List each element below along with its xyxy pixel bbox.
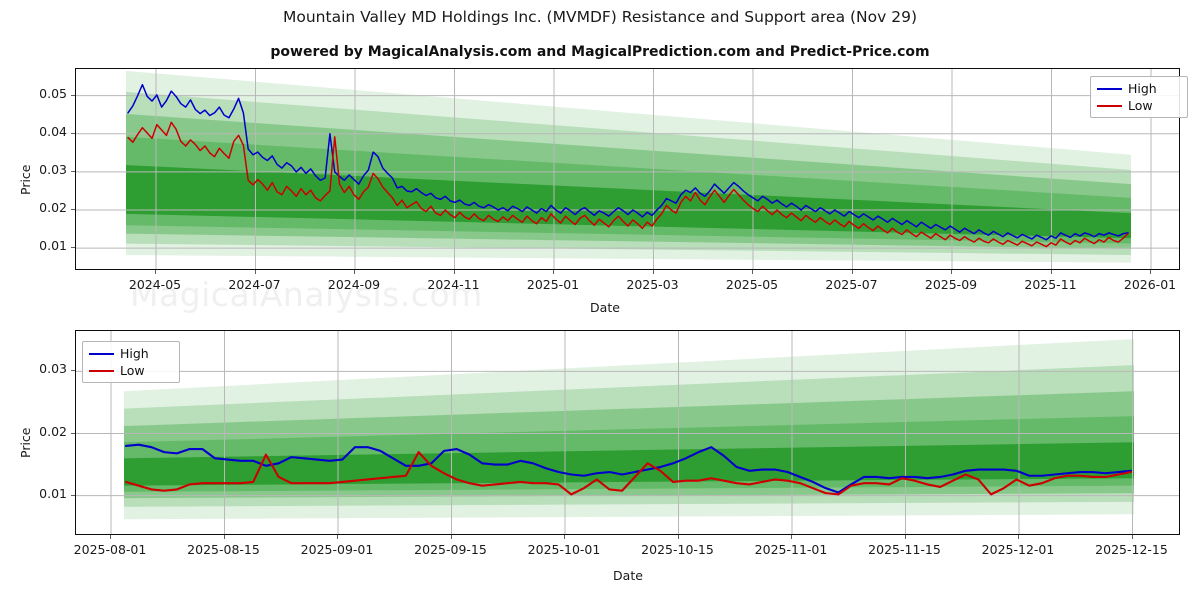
y-axis-tickmark [71,132,75,134]
x-axis-tickmark [1050,270,1052,274]
legend-swatch-high [1097,87,1122,90]
y-axis-tickmark [71,94,75,96]
series-line-low [127,121,1129,248]
page-title: Mountain Valley MD Holdings Inc. (MVMDF)… [283,8,917,26]
x-axis-tickmark [1018,535,1019,539]
legend-entry-low: Low [89,362,173,379]
x-axis-tickmark [851,270,853,274]
y-axis-tick-label: 0.02 [39,200,67,216]
legend-label-low: Low [1128,98,1153,113]
y-axis-tick-label: 0.05 [39,85,67,101]
x-axis-tickmark [904,535,906,539]
x-axis-tick-label: 2025-07 [825,277,878,292]
x-axis-tick-label: 2025-11 [1024,277,1077,292]
x-axis-tickmark [677,535,679,539]
x-axis-tickmark [752,270,753,274]
x-axis-tickmark [450,535,452,539]
support-resistance-band [124,442,1134,486]
x-axis-tickmark [254,270,256,274]
x-axis-tick-label: 2025-09-01 [300,542,374,557]
x-axis-tickmark [791,535,792,539]
legend-label-high: High [120,346,149,361]
x-axis-tickmark [354,270,355,274]
y-axis-tick-label: 0.02 [39,423,67,439]
x-axis-tickmark [652,270,654,274]
y-axis-tickmark [71,370,75,372]
x-axis-tickmark [553,270,554,274]
x-axis-tick-label: 2026-01 [1123,277,1177,292]
series-line-low [124,451,1133,496]
x-axis-tick-label: 2025-03 [626,277,679,292]
y-axis-tickmark [71,432,75,434]
zoom-chart-x-axis-title: Date [613,568,643,583]
x-axis-tick-label: 2025-05 [725,277,779,292]
y-axis-tick-label: 0.04 [39,123,67,139]
x-axis-tick-label: 2025-09 [924,277,978,292]
zoom-forecast-plot-area [75,330,1180,535]
x-axis-tick-label: 2024-05 [128,277,182,292]
x-axis-tickmark [223,535,225,539]
y-axis-tickmark [71,494,75,496]
x-axis-tick-label: 2025-12-15 [1095,542,1168,557]
y-axis-tick-label: 0.03 [39,161,67,177]
x-axis-tickmark [337,535,338,539]
y-axis-tick-label: 0.01 [39,238,67,254]
x-axis-tick-label: 2024-11 [427,277,480,292]
x-axis-tickmark [453,270,455,274]
legend-swatch-low [89,369,114,372]
x-axis-tickmark [110,535,111,539]
page-subtitle: powered by MagicalAnalysis.com and Magic… [270,44,930,60]
x-axis-tickmark [1150,270,1151,274]
legend-entry-low: Low [1097,97,1181,114]
legend-entry-high: High [1097,80,1181,97]
legend-label-low: Low [120,363,145,378]
x-axis-tick-label: 2025-08-01 [73,542,147,557]
series-line-high [124,443,1133,494]
legend-swatch-low [1097,104,1122,107]
x-axis-tick-label: 2025-11-01 [754,542,828,557]
main-history-chart-panel: Price Date High Low 0.01 0.02 0.03 0.04 0.05… [18,68,1188,315]
x-axis-tickmark [1131,535,1133,539]
x-axis-tick-label: 2025-01 [526,277,580,292]
x-axis-tick-label: 2025-08-15 [187,542,260,557]
x-axis-tickmark [564,535,565,539]
x-axis-tick-label: 2025-11-15 [868,542,941,557]
legend-swatch-high [89,352,114,355]
y-axis-tickmark [71,247,75,249]
x-axis-tick-label: 2024-09 [327,277,381,292]
x-axis-tick-label: 2024-07 [228,277,281,292]
y-axis-tick-label: 0.01 [39,485,67,501]
zoom-chart-legend: High Low [82,341,180,383]
series-line-high [127,83,1129,241]
x-axis-tick-label: 2025-12-01 [981,542,1055,557]
x-axis-tickmark [951,270,952,274]
y-axis-tick-label: 0.03 [39,361,67,377]
main-chart-x-axis-title: Date [590,300,620,315]
legend-entry-high: High [89,345,173,362]
main-history-plot-area [75,68,1180,270]
x-axis-tick-label: 2025-10-15 [641,542,714,557]
x-axis-tick-label: 2025-10-01 [527,542,601,557]
y-axis-tickmark [71,209,75,211]
y-axis-tickmark [71,170,75,172]
legend-label-high: High [1128,81,1157,96]
x-axis-tick-label: 2025-09-15 [414,542,487,557]
main-chart-legend: High Low [1090,76,1188,118]
support-resistance-band [126,165,1131,239]
x-axis-tickmark [155,270,156,274]
